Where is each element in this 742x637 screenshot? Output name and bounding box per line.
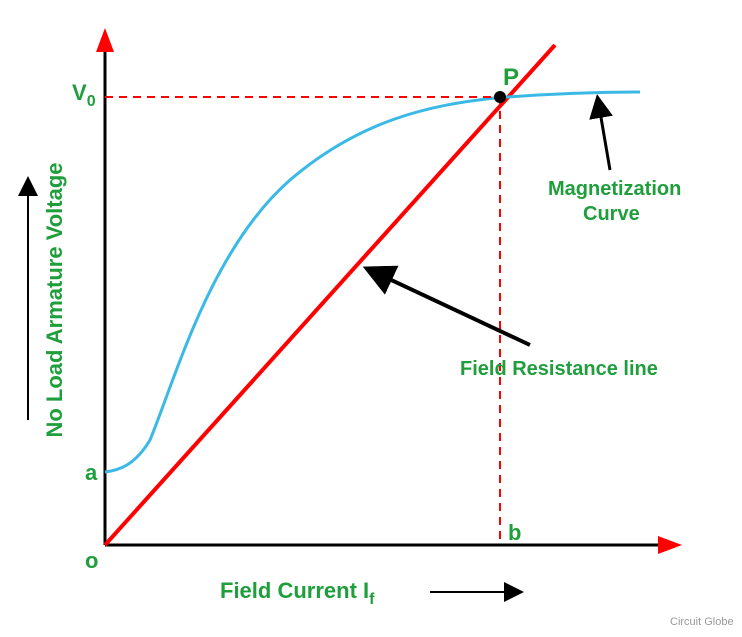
watermark: Circuit Globe	[670, 616, 734, 628]
magnetization-curve	[105, 92, 640, 472]
field-resistance-line	[105, 45, 555, 545]
chart-svg: No Load Armature Voltage Field Current I…	[0, 0, 742, 637]
point-b-label: b	[508, 520, 521, 545]
chart-container: No Load Armature Voltage Field Current I…	[0, 0, 742, 637]
x-axis-arrow	[658, 536, 682, 554]
point-a-label: a	[85, 460, 98, 485]
origin-label: o	[85, 548, 98, 573]
y-axis-arrow	[96, 28, 114, 52]
resistance-pointer-arrow	[370, 270, 530, 345]
mag-curve-label-2: Curve	[583, 203, 640, 225]
point-p-label: P	[503, 64, 519, 91]
magcurve-pointer-arrow	[598, 100, 610, 170]
point-p-marker	[494, 91, 506, 103]
resistance-line-label: Field Resistance line	[460, 358, 658, 380]
v0-label: V0	[72, 80, 96, 110]
mag-curve-label-1: Magnetization	[548, 178, 681, 200]
y-axis-label: No Load Armature Voltage	[42, 162, 67, 437]
x-axis-label: Field Current If	[220, 578, 375, 608]
